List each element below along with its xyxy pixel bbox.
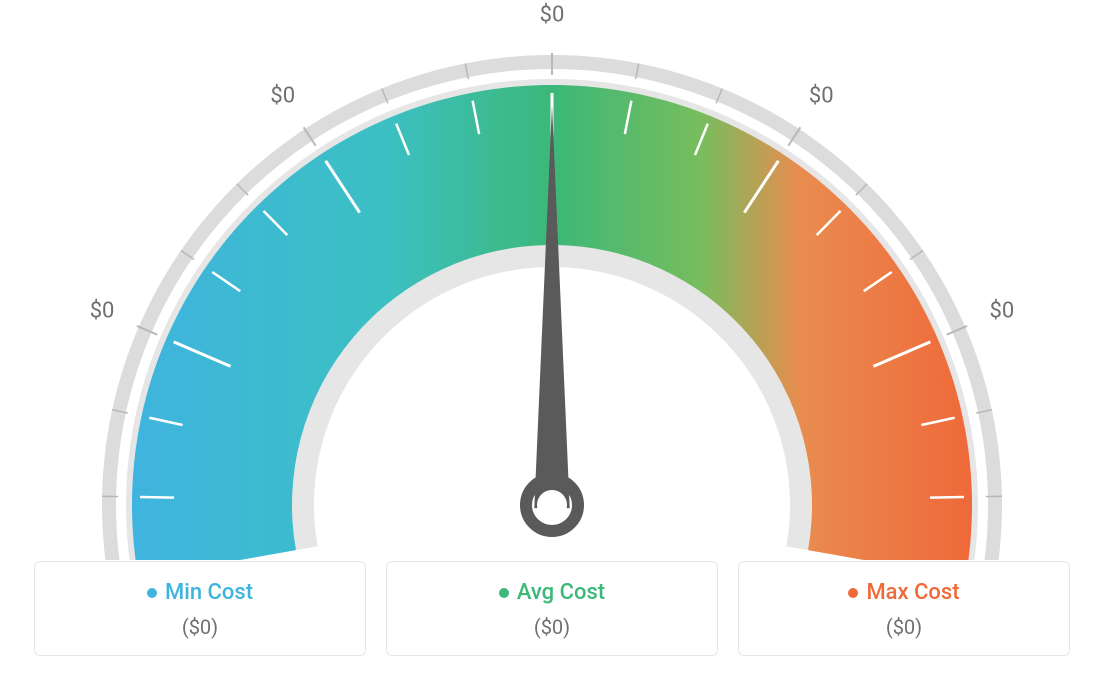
- legend-dot-max: [848, 588, 858, 598]
- legend-label-min: Min Cost: [165, 580, 253, 605]
- gauge-needle-hub-inner: [537, 490, 567, 520]
- legend-title-max: Max Cost: [749, 580, 1059, 605]
- gauge-tick-label: $0: [540, 3, 565, 28]
- gauge-tick: [140, 497, 174, 498]
- legend-title-min: Min Cost: [45, 580, 355, 605]
- legend-value-max: ($0): [749, 615, 1059, 639]
- gauge-tick-label: $0: [990, 298, 1015, 323]
- legend-value-min: ($0): [45, 615, 355, 639]
- legend-row: Min Cost ($0) Avg Cost ($0) Max Cost ($0…: [34, 561, 1070, 656]
- legend-dot-min: [147, 588, 157, 598]
- gauge-svg: [42, 0, 1062, 560]
- gauge-tick-label: $0: [90, 298, 115, 323]
- legend-card-min: Min Cost ($0): [34, 561, 366, 656]
- legend-card-avg: Avg Cost ($0): [386, 561, 718, 656]
- legend-label-avg: Avg Cost: [517, 580, 605, 605]
- legend-value-avg: ($0): [397, 615, 707, 639]
- gauge-container: $0$0$0$0$0$0$0: [42, 0, 1062, 560]
- legend-dot-avg: [499, 588, 509, 598]
- gauge-tick: [930, 497, 964, 498]
- legend-label-max: Max Cost: [866, 580, 959, 605]
- gauge-tick-label: $0: [809, 83, 834, 108]
- gauge-tick-label: $0: [270, 83, 295, 108]
- legend-title-avg: Avg Cost: [397, 580, 707, 605]
- legend-card-max: Max Cost ($0): [738, 561, 1070, 656]
